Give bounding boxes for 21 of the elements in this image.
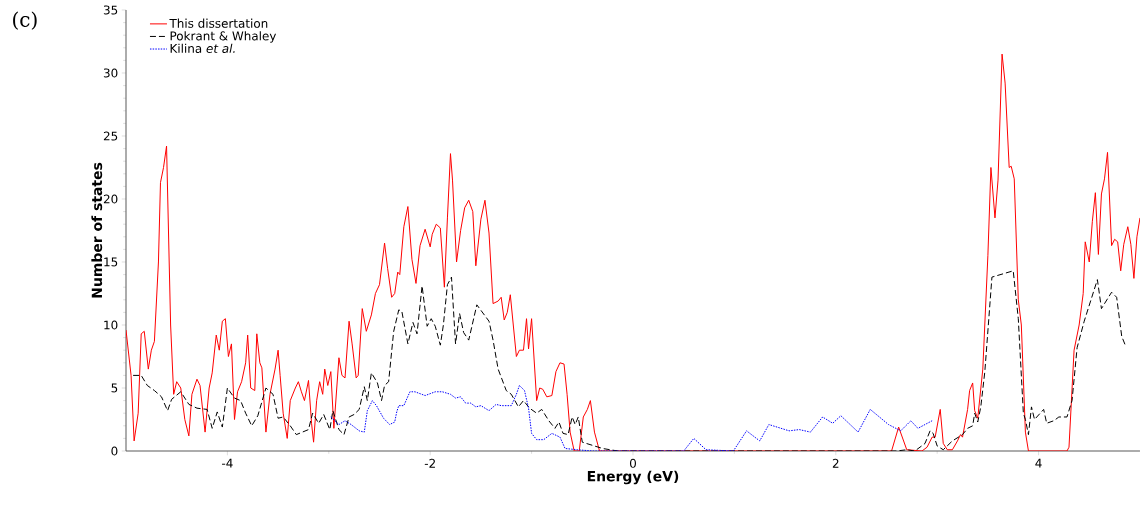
y-axis-title: Number of states xyxy=(91,162,103,298)
x-tick-label: -2 xyxy=(424,458,435,468)
legend-label: Kilina et al. xyxy=(170,43,235,53)
line-series xyxy=(330,384,933,451)
line-series xyxy=(132,270,1127,451)
x-tick-label: 2 xyxy=(832,458,839,468)
y-tick-label: 0 xyxy=(111,446,118,456)
y-tick-label: 15 xyxy=(104,257,118,267)
y-tick-label: 25 xyxy=(103,131,118,141)
y-tick-label: 35 xyxy=(103,5,118,15)
y-tick-label: 20 xyxy=(103,194,118,204)
y-tick-label: 30 xyxy=(103,68,118,78)
x-tick-label: -4 xyxy=(222,458,233,468)
x-axis-title: Energy (eV) xyxy=(587,470,679,485)
x-tick-label: 4 xyxy=(1035,458,1042,468)
y-tick-label: 10 xyxy=(104,320,118,330)
y-tick-label: 5 xyxy=(111,383,118,393)
x-tick-label: 0 xyxy=(629,458,636,468)
text: (c) xyxy=(13,11,37,30)
legend-label: This dissertation xyxy=(169,18,268,28)
legend-label: Pokrant & Whaley xyxy=(170,31,277,43)
